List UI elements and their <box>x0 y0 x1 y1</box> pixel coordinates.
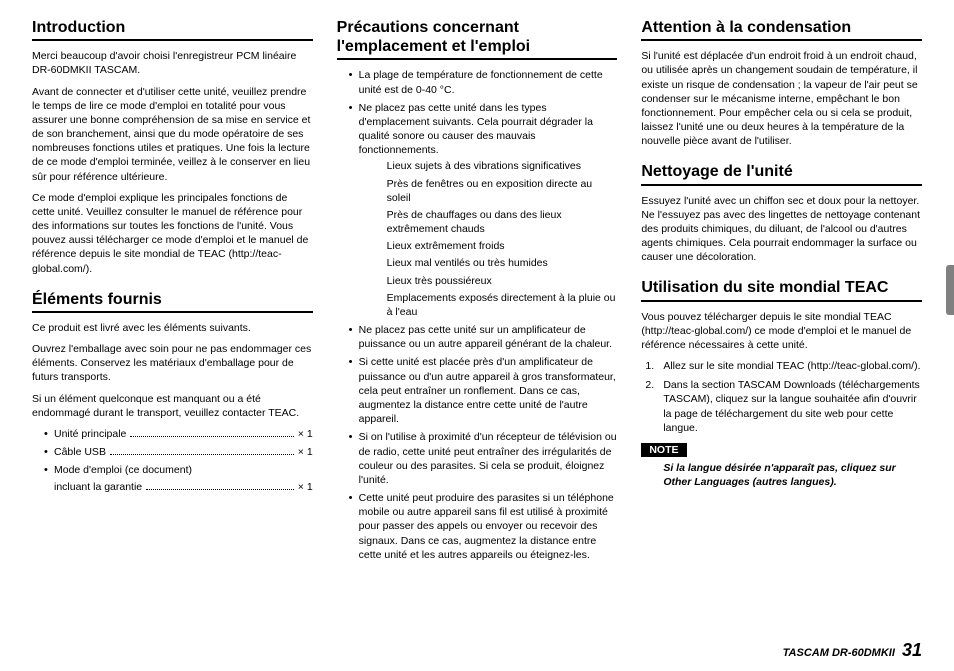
item-label: Câble USB <box>54 445 106 459</box>
precautions-list: La plage de température de fonctionnemen… <box>337 68 618 562</box>
elements-para-2: Ouvrez l'emballage avec soin pour ne pas… <box>32 342 313 385</box>
elements-para-1: Ce produit est livré avec les éléments s… <box>32 321 313 335</box>
precaution-subitem: Lieux très poussiéreux <box>387 274 618 288</box>
section-precautions: Précautions concernant l'emplacement et … <box>337 18 618 562</box>
column-3: Attention à la condensation Si l'unité e… <box>641 18 922 576</box>
nettoyage-para: Essuyez l'unité avec un chiffon sec et d… <box>641 194 922 265</box>
precaution-subitem: Près de chauffages ou dans des lieux ext… <box>387 208 618 236</box>
footer-page-number: 31 <box>902 640 922 660</box>
elements-para-3: Si un élément quelconque est manquant ou… <box>32 392 313 420</box>
heading-elements-fournis: Éléments fournis <box>32 290 313 313</box>
item-label: Unité principale <box>54 427 126 441</box>
heading-site-teac: Utilisation du site mondial TEAC <box>641 278 922 301</box>
note-text: Si la langue désirée n'apparaît pas, cli… <box>641 461 922 489</box>
precaution-item: Ne placez pas cette unité dans les types… <box>349 101 618 319</box>
section-nettoyage: Nettoyage de l'unité Essuyez l'unité ave… <box>641 162 922 264</box>
condensation-para: Si l'unité est déplacée d'un endroit fro… <box>641 49 922 148</box>
intro-para-1: Merci beaucoup d'avoir choisi l'enregist… <box>32 49 313 77</box>
site-teac-para: Vous pouvez télécharger depuis le site m… <box>641 310 922 353</box>
section-condensation: Attention à la condensation Si l'unité e… <box>641 18 922 148</box>
precaution-item: Cette unité peut produire des parasites … <box>349 491 618 562</box>
included-item: Mode d'emploi (ce document) incluant la … <box>44 463 313 493</box>
included-items-list: Unité principale × 1 Câble USB × 1 Mode … <box>32 427 313 494</box>
precaution-subitem: Emplacements exposés directement à la pl… <box>387 291 618 319</box>
section-introduction: Introduction Merci beaucoup d'avoir choi… <box>32 18 313 276</box>
item-label: Mode d'emploi (ce document) <box>54 464 192 476</box>
precaution-item: Si on l'utilise à proximité d'un récepte… <box>349 430 618 487</box>
precaution-subitem: Lieux extrêmement froids <box>387 239 618 253</box>
precaution-subitem: Lieux sujets à des vibrations significat… <box>387 159 618 173</box>
precaution-subitem: Près de fenêtres ou en exposition direct… <box>387 177 618 205</box>
precaution-sublist: Lieux sujets à des vibrations significat… <box>359 159 618 319</box>
leader-dots <box>130 429 293 437</box>
precaution-text: Ne placez pas cette unité dans les types… <box>359 102 593 157</box>
section-elements-fournis: Éléments fournis Ce produit est livré av… <box>32 290 313 494</box>
intro-para-3: Ce mode d'emploi explique les principale… <box>32 191 313 276</box>
item-qty: × 1 <box>298 445 313 459</box>
leader-dots <box>110 447 294 455</box>
footer-product: TASCAM DR-60DMKII <box>783 647 895 659</box>
precaution-item: Si cette unité est placée près d'un ampl… <box>349 355 618 426</box>
column-1: Introduction Merci beaucoup d'avoir choi… <box>32 18 313 576</box>
heading-introduction: Introduction <box>32 18 313 41</box>
leader-dots <box>146 481 294 489</box>
page-footer: TASCAM DR-60DMKII 31 <box>783 640 922 661</box>
item-sublabel: incluant la garantie <box>54 480 142 494</box>
step-item: Dans la section TASCAM Downloads (téléch… <box>641 378 922 435</box>
item-qty: × 1 <box>298 427 313 441</box>
precaution-item: La plage de température de fonctionnemen… <box>349 68 618 96</box>
site-teac-steps: Allez sur le site mondial TEAC (http://t… <box>641 359 922 435</box>
note-badge: NOTE <box>641 443 686 457</box>
heading-nettoyage: Nettoyage de l'unité <box>641 162 922 185</box>
page-edge-tab <box>946 265 954 315</box>
step-item: Allez sur le site mondial TEAC (http://t… <box>641 359 922 373</box>
included-item: Unité principale × 1 <box>44 427 313 441</box>
intro-para-2: Avant de connecter et d'utiliser cette u… <box>32 85 313 184</box>
included-item: Câble USB × 1 <box>44 445 313 459</box>
heading-condensation: Attention à la condensation <box>641 18 922 41</box>
section-site-teac: Utilisation du site mondial TEAC Vous po… <box>641 278 922 489</box>
item-qty: × 1 <box>298 480 313 494</box>
page-columns: Introduction Merci beaucoup d'avoir choi… <box>32 18 922 576</box>
precaution-subitem: Lieux mal ventilés ou très humides <box>387 256 618 270</box>
column-2: Précautions concernant l'emplacement et … <box>337 18 618 576</box>
heading-precautions: Précautions concernant l'emplacement et … <box>337 18 618 60</box>
precaution-item: Ne placez pas cette unité sur un amplifi… <box>349 323 618 351</box>
